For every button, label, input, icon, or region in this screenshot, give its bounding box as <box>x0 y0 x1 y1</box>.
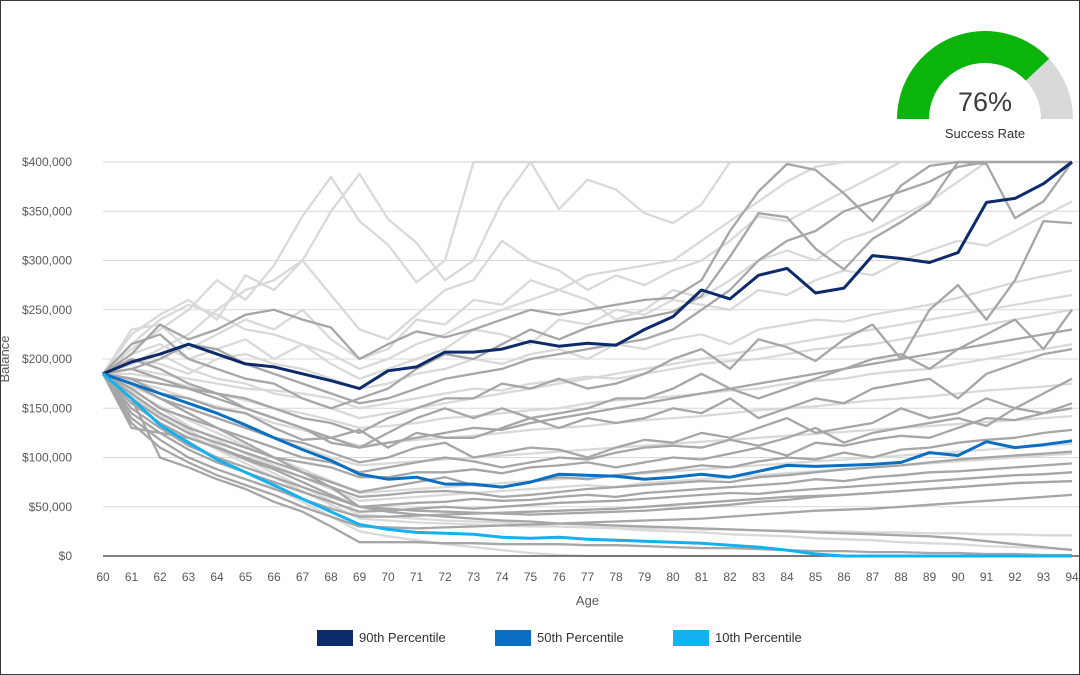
simulation-path-dark-7 <box>102 372 1073 479</box>
chart-legend: 90th Percentile 50th Percentile 10th Per… <box>1 621 1079 657</box>
series-line-10th <box>102 372 1072 558</box>
x-tick-label-62: 62 <box>153 570 167 584</box>
simulation-path-dark-14 <box>102 373 1073 530</box>
x-tick-label-94: 94 <box>1065 570 1079 584</box>
x-tick-label-93: 93 <box>1037 570 1051 584</box>
y-tick-label-3: $150,000 <box>22 401 72 415</box>
simulation-path-light-13 <box>102 372 1073 551</box>
x-tick-label-68: 68 <box>324 570 338 584</box>
simulation-path-dark-17 <box>102 160 1072 405</box>
x-tick-label-77: 77 <box>581 570 595 584</box>
legend-swatch-10th <box>673 630 709 646</box>
simulation-path-light-4 <box>102 200 1073 380</box>
x-tick-label-64: 64 <box>210 570 224 584</box>
gauge-label: Success Rate <box>944 126 1026 141</box>
x-tick-label-61: 61 <box>125 570 139 584</box>
x-tick-label-84: 84 <box>780 570 794 584</box>
simulation-path-light-16 <box>102 160 1072 375</box>
y-axis-title: Balance <box>1 336 12 383</box>
simulation-path-dark-0 <box>102 160 1073 375</box>
y-tick-label-2: $100,000 <box>22 451 72 465</box>
simulation-path-dark-2 <box>102 219 1073 435</box>
legend-label-10th: 10th Percentile <box>715 630 802 645</box>
simulation-path-light-3 <box>102 160 1072 375</box>
simulation-path-light-5 <box>102 269 1073 390</box>
legend-label-50th: 50th Percentile <box>537 630 624 645</box>
y-tick-label-7: $350,000 <box>22 204 72 218</box>
x-tick-label-91: 91 <box>980 570 994 584</box>
x-tick-label-75: 75 <box>524 570 538 584</box>
simulation-path-light-15 <box>102 293 1073 420</box>
y-tick-label-4: $200,000 <box>22 352 72 366</box>
x-tick-label-82: 82 <box>723 570 737 584</box>
x-tick-label-78: 78 <box>609 570 623 584</box>
x-tick-label-65: 65 <box>239 570 253 584</box>
x-tick-label-63: 63 <box>182 570 196 584</box>
gauge-value: 76% <box>957 87 1013 117</box>
x-tick-label-90: 90 <box>951 570 965 584</box>
x-tick-label-86: 86 <box>837 570 851 584</box>
legend-swatch-50th <box>495 630 531 646</box>
x-tick-label-89: 89 <box>923 570 937 584</box>
x-tick-label-67: 67 <box>296 570 310 584</box>
x-tick-label-70: 70 <box>381 570 395 584</box>
x-tick-label-81: 81 <box>695 570 709 584</box>
gauge-track-arc <box>1025 58 1073 119</box>
simulation-path-dark-6 <box>102 372 1073 474</box>
series-line-90th <box>102 160 1073 391</box>
x-tick-label-60: 60 <box>96 570 110 584</box>
y-tick-label-5: $250,000 <box>22 303 72 317</box>
simulation-path-dark-4 <box>102 347 1073 449</box>
x-tick-label-83: 83 <box>752 570 766 584</box>
simulation-path-dark-8 <box>102 372 1073 494</box>
x-tick-label-74: 74 <box>495 570 509 584</box>
legend-label-90th: 90th Percentile <box>359 630 446 645</box>
simulation-path-dark-18 <box>102 328 1073 449</box>
x-tick-label-85: 85 <box>809 570 823 584</box>
x-axis-title: Age <box>576 593 599 608</box>
success-rate-gauge: 76% Success Rate <box>897 30 1073 151</box>
y-tick-label-0: $0 <box>59 549 73 563</box>
x-tick-label-80: 80 <box>666 570 680 584</box>
x-tick-label-72: 72 <box>438 570 452 584</box>
x-tick-label-71: 71 <box>410 570 424 584</box>
x-tick-label-73: 73 <box>467 570 481 584</box>
simulation-path-dark-9 <box>102 373 1073 499</box>
x-tick-label-87: 87 <box>866 570 880 584</box>
x-tick-label-88: 88 <box>894 570 908 584</box>
simulation-path-light-8 <box>102 372 1073 447</box>
y-tick-label-6: $300,000 <box>22 254 72 268</box>
series-line-50th <box>102 372 1073 489</box>
simulation-path-dark-16 <box>102 372 1073 552</box>
simulation-path-dark-15 <box>102 372 1072 557</box>
x-tick-label-69: 69 <box>353 570 367 584</box>
simulation-path-dark-11 <box>102 373 1073 513</box>
simulation-path-dark-10 <box>102 373 1073 508</box>
legend-swatch-90th <box>317 630 353 646</box>
gauge-fill-arc <box>897 30 1050 120</box>
simulation-path-dark-1 <box>102 160 1072 410</box>
y-tick-label-8: $400,000 <box>22 155 72 169</box>
y-tick-label-1: $50,000 <box>29 500 73 514</box>
x-tick-label-79: 79 <box>638 570 652 584</box>
simulation-path-dark-13 <box>101 373 1073 516</box>
gauge-arc <box>897 30 1073 120</box>
x-tick-label-92: 92 <box>1008 570 1022 584</box>
x-tick-label-66: 66 <box>267 570 281 584</box>
x-tick-label-76: 76 <box>552 570 566 584</box>
